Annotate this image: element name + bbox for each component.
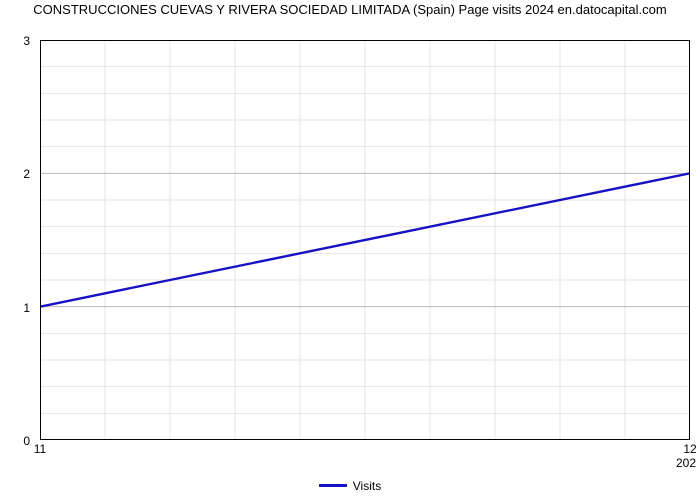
legend-label-visits: Visits — [353, 479, 381, 493]
legend: Visits — [0, 476, 700, 493]
y-tick-3: 3 — [0, 34, 30, 48]
y-tick-2: 2 — [0, 167, 30, 181]
y-tick-0: 0 — [0, 434, 30, 448]
legend-item-visits: Visits — [319, 479, 381, 493]
x-tick-12: 12 — [680, 442, 700, 456]
x-sublabel-right: 202 — [676, 456, 696, 470]
chart-plot — [40, 40, 690, 440]
legend-swatch-visits — [319, 484, 347, 487]
y-tick-1: 1 — [0, 301, 30, 315]
x-tick-11: 11 — [30, 442, 50, 456]
chart-title: CONSTRUCCIONES CUEVAS Y RIVERA SOCIEDAD … — [0, 2, 700, 18]
chart-container: CONSTRUCCIONES CUEVAS Y RIVERA SOCIEDAD … — [0, 0, 700, 500]
